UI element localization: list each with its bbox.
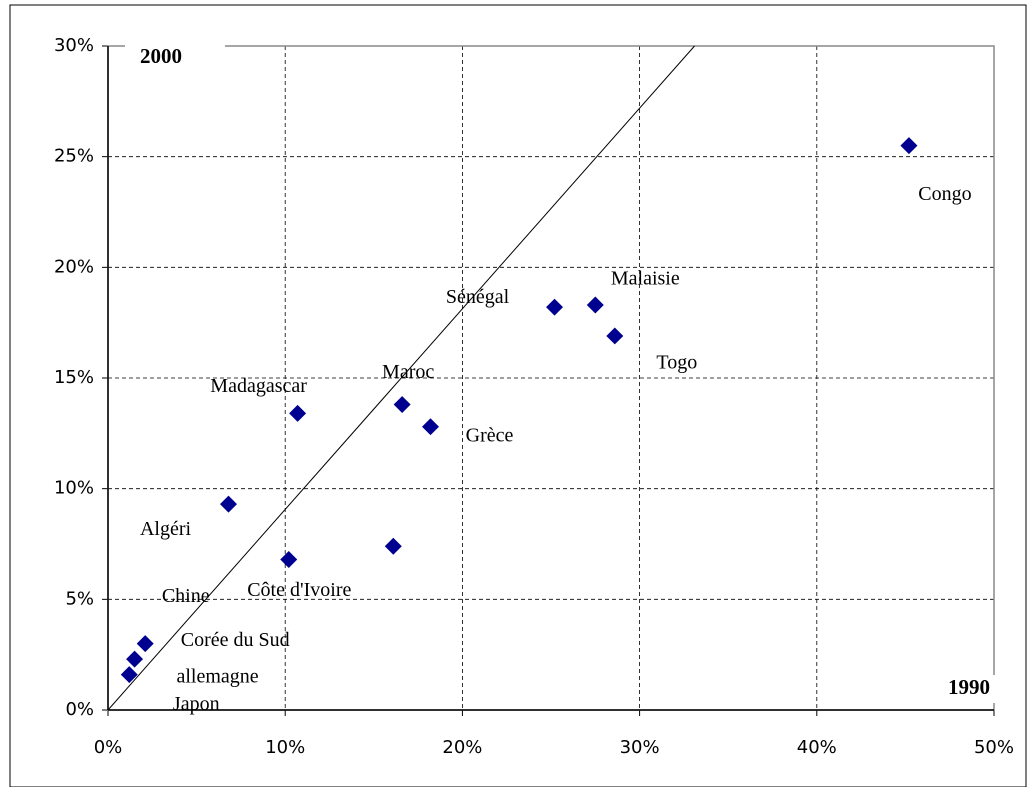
y-tick-label: 0% <box>65 699 94 720</box>
label-bg <box>905 675 995 703</box>
point <box>289 404 307 422</box>
data-label: Madagascar <box>210 375 307 397</box>
data-label: Japon <box>173 693 220 715</box>
x-tick-label: 20% <box>442 737 482 758</box>
point <box>586 296 604 314</box>
chart-frame <box>9 4 1027 787</box>
x-tick-label: 10% <box>265 737 305 758</box>
data-label: Congo <box>918 183 971 205</box>
point <box>384 537 402 555</box>
point <box>546 298 564 316</box>
y-tick-label: 30% <box>54 35 94 56</box>
x-axis-title: 1990 <box>948 675 990 699</box>
point <box>393 396 411 414</box>
data-label: Chine <box>162 585 210 607</box>
data-label: Malaisie <box>611 268 680 290</box>
y-tick-label: 10% <box>54 478 94 499</box>
data-label: Corée du Sud <box>181 629 290 651</box>
point <box>126 650 144 668</box>
point <box>606 327 624 345</box>
data-label: Côte d'Ivoire <box>247 579 351 601</box>
x-tick-label: 50% <box>974 737 1014 758</box>
y-axis-title: 2000 <box>140 44 182 68</box>
point <box>900 137 918 155</box>
x-tick-label: 40% <box>797 737 837 758</box>
label-bg <box>125 44 225 72</box>
y-tick-label: 15% <box>54 367 94 388</box>
x-tick-label: 0% <box>94 737 123 758</box>
point <box>220 495 237 513</box>
data-label: Togo <box>656 352 697 374</box>
data-label: allemagne <box>176 666 258 688</box>
point <box>136 635 154 653</box>
point <box>280 551 298 568</box>
reference-line <box>107 45 695 711</box>
x-tick-label: 30% <box>620 737 660 758</box>
data-label: Maroc <box>382 361 434 383</box>
data-label: Grèce <box>466 424 514 446</box>
data-label: Sénégal <box>446 286 510 308</box>
data-label: Algéri <box>140 518 192 540</box>
y-tick-label: 25% <box>54 146 94 167</box>
y-tick-label: 20% <box>54 256 94 277</box>
y-tick-label: 5% <box>65 588 94 609</box>
point <box>422 418 439 436</box>
